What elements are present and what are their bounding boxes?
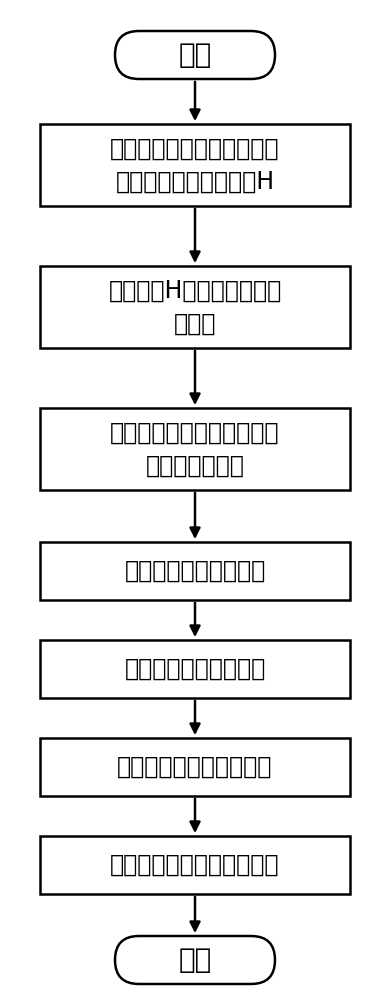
Bar — [40, 408, 350, 490]
Text: 根据局内点集计算左右两图
路面平面间单应性矩阵H: 根据局内点集计算左右两图 路面平面间单应性矩阵H — [110, 136, 280, 194]
FancyBboxPatch shape — [115, 31, 275, 79]
Text: 计算变换后的左图与右图原
图灰度差值图像: 计算变换后的左图与右图原 图灰度差值图像 — [110, 420, 280, 478]
Bar — [40, 542, 350, 600]
Bar — [40, 266, 350, 348]
Bar — [40, 738, 350, 796]
Text: 提取二值化图像外轮廓: 提取二值化图像外轮廓 — [124, 657, 266, 681]
Text: 开始: 开始 — [178, 41, 212, 69]
Text: 在外轮廓内进行稠密匹配: 在外轮廓内进行稠密匹配 — [117, 755, 273, 779]
Text: 使用矩阵H对左图进行单应
性变换: 使用矩阵H对左图进行单应 性变换 — [108, 278, 282, 336]
Bar — [40, 836, 350, 894]
FancyBboxPatch shape — [115, 936, 275, 984]
Bar — [40, 124, 350, 206]
Text: 结束: 结束 — [178, 946, 212, 974]
Text: 将灰度差值图像二值化: 将灰度差值图像二值化 — [124, 559, 266, 583]
Bar — [40, 640, 350, 698]
Text: 获得障碍物位置和轮廓坐标: 获得障碍物位置和轮廓坐标 — [110, 853, 280, 877]
